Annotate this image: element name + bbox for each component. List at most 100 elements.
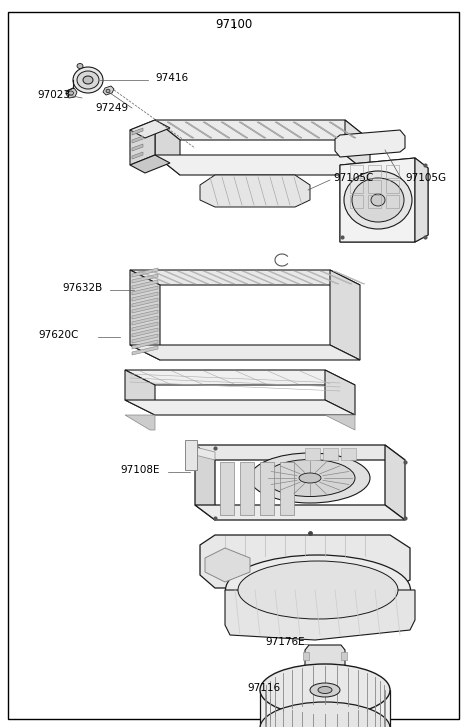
- Polygon shape: [195, 445, 405, 460]
- Ellipse shape: [106, 89, 110, 93]
- Polygon shape: [275, 122, 302, 138]
- Ellipse shape: [299, 473, 321, 483]
- Ellipse shape: [310, 683, 340, 697]
- Polygon shape: [66, 88, 77, 98]
- Ellipse shape: [226, 555, 410, 625]
- Polygon shape: [132, 304, 158, 313]
- Polygon shape: [132, 316, 158, 325]
- Polygon shape: [132, 310, 158, 319]
- Polygon shape: [132, 128, 143, 135]
- Text: 97108E: 97108E: [120, 465, 160, 475]
- Polygon shape: [200, 535, 410, 600]
- Polygon shape: [305, 448, 320, 460]
- Polygon shape: [185, 440, 197, 470]
- Polygon shape: [125, 370, 155, 415]
- Ellipse shape: [265, 459, 355, 497]
- Polygon shape: [132, 136, 143, 143]
- Polygon shape: [303, 652, 309, 660]
- Text: 97632B: 97632B: [62, 283, 102, 293]
- Polygon shape: [195, 447, 215, 460]
- Polygon shape: [130, 155, 170, 173]
- Polygon shape: [130, 120, 155, 165]
- Ellipse shape: [352, 178, 404, 222]
- Polygon shape: [320, 271, 352, 284]
- Polygon shape: [415, 158, 428, 242]
- Polygon shape: [305, 645, 345, 668]
- Polygon shape: [330, 270, 360, 360]
- Polygon shape: [125, 400, 355, 415]
- Polygon shape: [103, 86, 114, 95]
- Polygon shape: [132, 268, 158, 277]
- Ellipse shape: [260, 702, 390, 727]
- Polygon shape: [325, 415, 355, 430]
- Text: 97176E: 97176E: [265, 637, 304, 647]
- Polygon shape: [132, 322, 158, 331]
- Polygon shape: [132, 346, 158, 355]
- Polygon shape: [257, 122, 284, 138]
- Polygon shape: [177, 271, 209, 284]
- Polygon shape: [132, 274, 158, 283]
- Polygon shape: [132, 298, 158, 307]
- Polygon shape: [260, 690, 390, 727]
- Polygon shape: [307, 271, 339, 284]
- Polygon shape: [281, 271, 313, 284]
- Polygon shape: [130, 270, 160, 360]
- Polygon shape: [268, 271, 300, 284]
- Polygon shape: [132, 340, 158, 349]
- Polygon shape: [242, 271, 274, 284]
- Polygon shape: [167, 122, 194, 138]
- Polygon shape: [130, 120, 170, 138]
- Polygon shape: [225, 590, 415, 640]
- Polygon shape: [132, 152, 143, 159]
- Polygon shape: [132, 144, 143, 151]
- Polygon shape: [125, 415, 155, 430]
- Polygon shape: [155, 155, 370, 175]
- Polygon shape: [240, 462, 254, 515]
- Polygon shape: [203, 122, 230, 138]
- Text: 97023: 97023: [37, 90, 70, 100]
- Polygon shape: [130, 345, 360, 360]
- Text: 97105G: 97105G: [405, 173, 446, 183]
- Polygon shape: [155, 120, 370, 140]
- Polygon shape: [203, 271, 235, 284]
- Polygon shape: [164, 271, 196, 284]
- Polygon shape: [132, 280, 158, 289]
- Ellipse shape: [250, 453, 370, 503]
- Ellipse shape: [344, 171, 412, 229]
- Ellipse shape: [77, 63, 83, 68]
- Polygon shape: [132, 286, 158, 295]
- Ellipse shape: [238, 561, 398, 619]
- Polygon shape: [323, 448, 338, 460]
- Polygon shape: [311, 122, 338, 138]
- Polygon shape: [340, 158, 428, 242]
- Polygon shape: [325, 370, 355, 415]
- Polygon shape: [341, 652, 347, 660]
- Ellipse shape: [73, 67, 103, 93]
- Polygon shape: [293, 122, 320, 138]
- Polygon shape: [138, 271, 170, 284]
- Polygon shape: [190, 271, 222, 284]
- Polygon shape: [205, 548, 250, 582]
- Text: 97100: 97100: [215, 18, 253, 31]
- Polygon shape: [125, 370, 355, 385]
- Polygon shape: [260, 462, 274, 515]
- Polygon shape: [335, 130, 405, 157]
- Polygon shape: [195, 445, 215, 520]
- Polygon shape: [239, 122, 266, 138]
- Ellipse shape: [260, 664, 390, 716]
- Text: 97416: 97416: [155, 73, 188, 83]
- Polygon shape: [341, 448, 356, 460]
- Polygon shape: [151, 271, 183, 284]
- Polygon shape: [294, 271, 326, 284]
- Polygon shape: [132, 292, 158, 301]
- Ellipse shape: [83, 76, 93, 84]
- Polygon shape: [340, 158, 415, 242]
- Text: 97105C: 97105C: [333, 173, 374, 183]
- Polygon shape: [195, 505, 405, 520]
- Polygon shape: [132, 328, 158, 337]
- Polygon shape: [216, 271, 248, 284]
- Polygon shape: [221, 122, 248, 138]
- Ellipse shape: [69, 91, 73, 95]
- Polygon shape: [255, 271, 287, 284]
- Polygon shape: [385, 445, 405, 520]
